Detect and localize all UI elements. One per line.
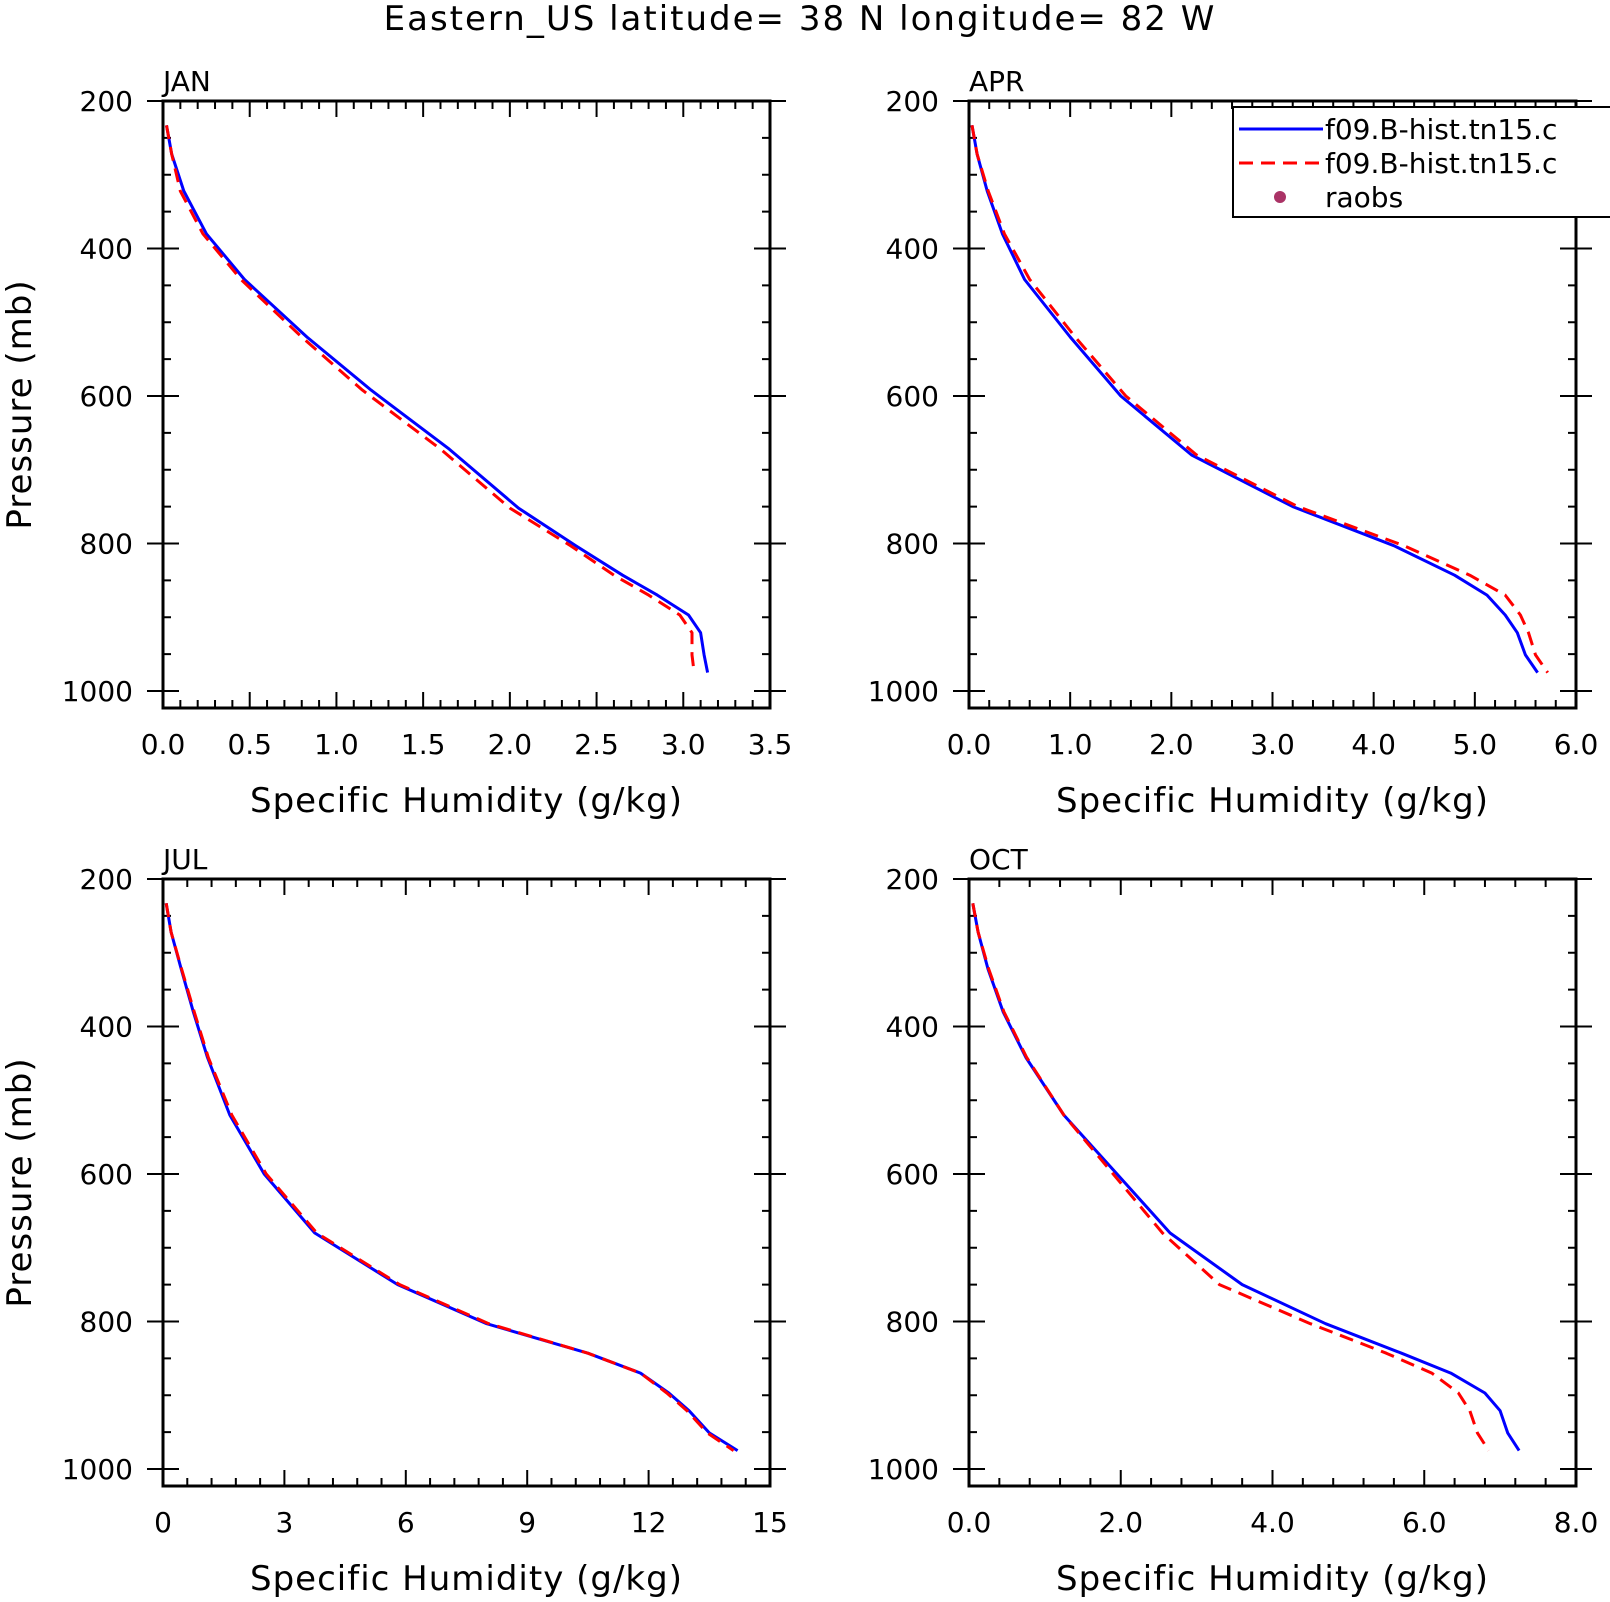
y-tick-label: 1000: [62, 1453, 133, 1486]
series-line-red: [971, 903, 1490, 1452]
y-tick-label: 1000: [868, 675, 939, 708]
x-tick-label: 3.5: [748, 728, 793, 761]
x-tick-label: 6: [397, 1506, 415, 1539]
x-tick-label: 1.5: [401, 728, 446, 761]
x-tick-label: 6.0: [1402, 1506, 1447, 1539]
panel-title: APR: [969, 65, 1025, 98]
legend-marker-dot: [1274, 191, 1286, 203]
y-tick-label: 400: [80, 233, 133, 266]
y-tick-label: 600: [886, 380, 939, 413]
series-line-red: [164, 903, 735, 1452]
series-line-blue: [164, 903, 739, 1452]
series-line-blue: [165, 125, 710, 673]
y-tick-label: 1000: [62, 675, 133, 708]
y-tick-label: 400: [886, 1011, 939, 1044]
x-tick-label: 3.0: [1250, 728, 1295, 761]
panel-title: JUL: [161, 843, 208, 876]
x-tick-label: 2.0: [488, 728, 533, 761]
x-tick-label: 0: [154, 1506, 172, 1539]
x-tick-label: 9: [518, 1506, 536, 1539]
y-tick-label: 1000: [868, 1453, 939, 1486]
x-tick-label: 12: [631, 1506, 667, 1539]
panel-jul: JUL 0 3 6 9 12 15 200 400 600 800 1000 Specific Humi…: [0, 843, 788, 1599]
x-tick-label: 0.0: [947, 728, 992, 761]
x-tick-label: 1.0: [314, 728, 359, 761]
x-axis-label: Specific Humidity (g/kg): [250, 781, 683, 821]
x-tick-label: 2.0: [1098, 1506, 1143, 1539]
panel-oct: OCT 0.0 2.0 4.0 6.0 8.0 200 400 600 800 1000 Specif…: [868, 843, 1599, 1599]
y-tick-label: 800: [886, 528, 939, 561]
y-tick-label: 200: [80, 85, 133, 118]
x-tick-label: 0.0: [141, 728, 186, 761]
y-tick-label: 600: [80, 1158, 133, 1191]
x-tick-label: 2.5: [574, 728, 619, 761]
panel-apr: APR 0.0 1.0 2.0 3.0 4.0 5.0 6.0 200 400 600 800 1000…: [868, 65, 1599, 821]
panel-title: JAN: [161, 65, 211, 98]
y-tick-label: 600: [886, 1158, 939, 1191]
legend-label: f09.B-hist.tn15.c: [1325, 113, 1557, 146]
x-tick-label: 3: [275, 1506, 293, 1539]
y-tick-label: 600: [80, 380, 133, 413]
panel-jan: JAN 0.0 0.5 1.0 1.5 2.0 2.5 3.0 3.5 200 400 600 800 1…: [0, 65, 792, 821]
y-tick-label: 800: [886, 1306, 939, 1339]
x-tick-label: 4.0: [1250, 1506, 1295, 1539]
legend-label: f09.B-hist.tn15.c: [1325, 147, 1557, 180]
x-tick-label: 6.0: [1554, 728, 1599, 761]
y-axis-label: Pressure (mb): [0, 1057, 40, 1307]
y-tick-label: 800: [80, 1306, 133, 1339]
y-tick-label: 200: [886, 863, 939, 896]
x-axis-label: Specific Humidity (g/kg): [1056, 781, 1489, 821]
x-tick-label: 2.0: [1149, 728, 1194, 761]
series-line-blue: [971, 903, 1521, 1452]
y-tick-label: 800: [80, 528, 133, 561]
figure-title: Eastern_US latitude= 38 N longitude= 82 …: [384, 0, 1217, 39]
y-axis-label: Pressure (mb): [0, 279, 40, 529]
x-tick-label: 0.5: [227, 728, 272, 761]
y-tick-label: 400: [80, 1011, 133, 1044]
x-tick-label: 1.0: [1048, 728, 1093, 761]
x-tick-label: 15: [752, 1506, 788, 1539]
x-tick-label: 5.0: [1453, 728, 1498, 761]
x-tick-label: 0.0: [947, 1506, 992, 1539]
x-axis-label: Specific Humidity (g/kg): [1056, 1559, 1489, 1599]
series-line-red: [165, 125, 696, 670]
y-tick-label: 200: [80, 863, 133, 896]
x-axis-label: Specific Humidity (g/kg): [250, 1559, 683, 1599]
y-tick-label: 200: [886, 85, 939, 118]
x-tick-label: 4.0: [1351, 728, 1396, 761]
panel-title: OCT: [969, 843, 1029, 876]
series-line-red: [970, 125, 1549, 674]
legend-label: raobs: [1325, 181, 1403, 214]
plot-frame: [161, 877, 772, 1488]
x-tick-label: 3.0: [661, 728, 706, 761]
y-tick-label: 400: [886, 233, 939, 266]
x-tick-label: 8.0: [1554, 1506, 1599, 1539]
plot-frame: [161, 99, 772, 710]
